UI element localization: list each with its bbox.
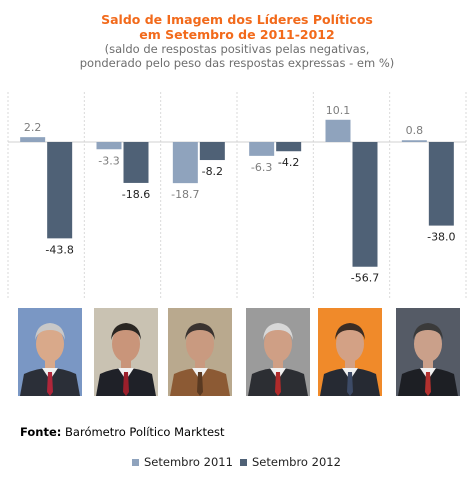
legend-label-2012: Setembro 2012 bbox=[252, 455, 341, 469]
bar-2011 bbox=[172, 142, 198, 184]
bar-2012 bbox=[352, 142, 378, 267]
bar-chart: 2.2 -43.8 -3.3 -18.6 -18.7-8.2 -6.3 -4.2 10.1 -5… bbox=[7, 92, 467, 300]
portrait-drawing bbox=[168, 308, 232, 396]
politician-portrait-icon bbox=[246, 308, 310, 396]
data-label-2012: -56.7 bbox=[351, 272, 379, 285]
chart-title-line2: em Setembro de 2011-2012 bbox=[139, 27, 335, 42]
data-label-2011: 10.1 bbox=[326, 104, 351, 117]
chart-subtitle: (saldo de respostas positivas pelas nega… bbox=[0, 42, 474, 70]
politician-portrait-icon bbox=[18, 308, 82, 396]
bar-2011 bbox=[401, 140, 427, 142]
portrait-drawing bbox=[18, 308, 82, 396]
politician-portrait-icon bbox=[168, 308, 232, 396]
data-label-2011: -3.3 bbox=[98, 154, 119, 167]
data-label-2011: -18.7 bbox=[171, 188, 199, 201]
chart-title: Saldo de Imagem dos Líderes Políticos em… bbox=[0, 12, 474, 42]
chart-title-line1: Saldo de Imagem dos Líderes Políticos bbox=[101, 12, 373, 27]
source-label: Fonte: bbox=[20, 425, 62, 439]
data-label-2011: 2.2 bbox=[24, 121, 42, 134]
portrait-drawing bbox=[396, 308, 460, 396]
legend-swatch-2012 bbox=[240, 458, 247, 466]
portrait-drawing bbox=[318, 308, 382, 396]
bar-2011 bbox=[20, 137, 46, 142]
chart-legend: Setembro 2011 Setembro 2012 bbox=[0, 455, 474, 471]
data-label-2012: -43.8 bbox=[45, 243, 73, 256]
politician-portrait-icon bbox=[94, 308, 158, 396]
data-label-2011: -6.3 bbox=[251, 161, 272, 174]
source-text: Barómetro Político Marktest bbox=[61, 425, 225, 439]
legend-swatch-2011 bbox=[132, 458, 139, 466]
bar-2011 bbox=[249, 142, 275, 156]
politician-portrait-icon bbox=[396, 308, 460, 396]
source-note: Fonte: Barómetro Político Marktest bbox=[20, 425, 225, 439]
data-label-2012: -18.6 bbox=[122, 188, 150, 201]
data-label-2012: -38.0 bbox=[427, 231, 455, 244]
bar-2012 bbox=[276, 142, 302, 152]
bar-2011 bbox=[96, 142, 122, 150]
chart-subtitle-line2: ponderado pelo peso das respostas expres… bbox=[79, 56, 395, 70]
bar-2012 bbox=[199, 142, 225, 161]
portrait-drawing bbox=[246, 308, 310, 396]
bar-2011 bbox=[325, 119, 351, 142]
bar-2012 bbox=[47, 142, 73, 239]
chart-subtitle-line1: (saldo de respostas positivas pelas nega… bbox=[104, 42, 370, 56]
data-label-2012: -4.2 bbox=[278, 156, 299, 169]
data-label-2011: 0.8 bbox=[406, 124, 424, 137]
legend-label-2011: Setembro 2011 bbox=[144, 455, 233, 469]
legend-item-2012: Setembro 2012 bbox=[240, 455, 341, 469]
politician-portrait-icon bbox=[318, 308, 382, 396]
bar-2012 bbox=[123, 142, 149, 183]
leader-photos bbox=[0, 308, 474, 400]
portrait-drawing bbox=[94, 308, 158, 396]
legend-item-2011: Setembro 2011 bbox=[132, 455, 233, 469]
data-label-2012: -8.2 bbox=[202, 165, 223, 178]
bar-2012 bbox=[428, 142, 454, 226]
